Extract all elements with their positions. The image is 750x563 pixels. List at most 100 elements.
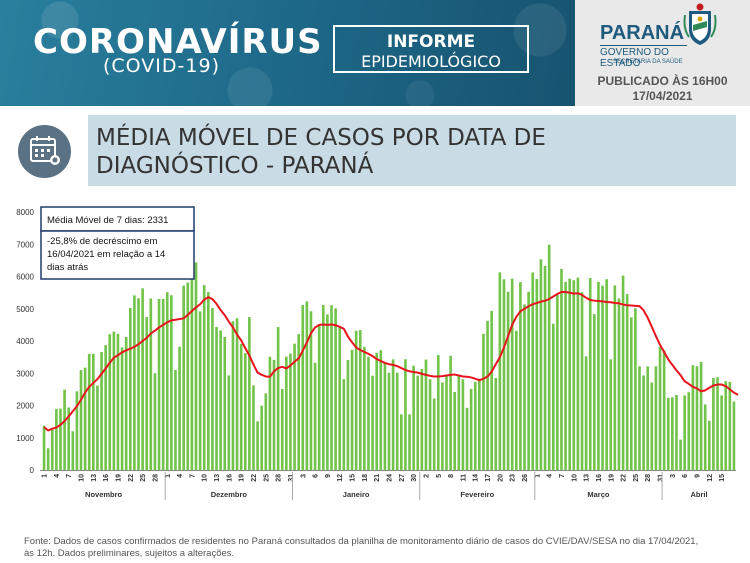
bar	[441, 382, 444, 470]
bar	[260, 405, 264, 470]
x-tick-label: 7	[189, 474, 196, 478]
informe-line1: INFORME	[386, 32, 476, 52]
bar	[490, 310, 493, 470]
bar	[231, 321, 235, 470]
bar	[379, 350, 383, 470]
bar	[699, 361, 703, 470]
bar	[547, 244, 551, 470]
bar	[141, 288, 144, 470]
bar	[297, 334, 300, 470]
brand-subtitle: (COVID-19)	[103, 55, 220, 77]
bar	[400, 414, 403, 470]
bar	[223, 336, 227, 470]
bar	[198, 311, 202, 470]
bar	[190, 262, 194, 470]
bar	[629, 317, 633, 470]
bar	[662, 350, 666, 470]
bar	[617, 298, 621, 470]
x-tick-label: 1	[534, 474, 541, 478]
x-tick-label: 24	[387, 474, 394, 482]
x-tick-label: 15	[719, 474, 726, 482]
bar	[243, 353, 247, 470]
bar	[564, 281, 567, 470]
bar	[71, 431, 75, 470]
bar	[478, 378, 481, 470]
x-tick-label: 12	[337, 474, 344, 482]
bar	[408, 414, 411, 470]
virus-background-pattern	[0, 0, 575, 106]
bar	[350, 349, 354, 470]
bar	[293, 343, 296, 470]
bar	[420, 368, 424, 470]
x-axis: 1 4 7 10 13 16 19 22 25 28 1 4 7 10 13 16 19 22 25 28 31 3 6 9 1…	[40, 470, 736, 500]
bar	[539, 259, 543, 470]
bar	[687, 392, 691, 470]
y-axis: 0 1000 2000 3000 4000 5000 6000 7000 8000	[16, 208, 34, 475]
bar	[535, 278, 539, 470]
x-tick-label: 11	[460, 474, 467, 482]
y-tick-label: 5000	[16, 305, 34, 314]
bar	[276, 327, 280, 470]
bar	[469, 388, 473, 470]
x-tick-label: 15	[350, 474, 357, 482]
informe-badge: INFORME EPIDEMIOLÓGICO	[333, 25, 529, 73]
section-title-line1: MÉDIA MÓVEL DE CASOS POR DATA DE	[96, 125, 546, 151]
bar	[55, 408, 58, 470]
month-label: Janeiro	[343, 490, 370, 499]
x-tick-label: 5	[436, 474, 443, 478]
x-tick-label: 28	[152, 474, 159, 482]
government-label: GOVERNO DO ESTADO	[600, 45, 687, 69]
x-tick-label: 23	[510, 474, 517, 482]
x-tick-label: 30	[411, 474, 418, 482]
bar	[675, 394, 678, 470]
bar	[149, 298, 153, 470]
bar	[120, 347, 124, 470]
bar	[309, 311, 313, 470]
bar	[108, 334, 112, 470]
bar	[597, 281, 600, 470]
bar	[638, 366, 641, 470]
x-tick-label: 25	[263, 474, 270, 482]
bar	[510, 278, 514, 470]
bar	[321, 304, 325, 470]
bar	[543, 265, 547, 470]
bar	[211, 308, 214, 470]
bar	[285, 356, 288, 470]
bar	[445, 375, 448, 470]
bar	[165, 292, 169, 470]
bar	[170, 295, 173, 470]
bar	[428, 379, 432, 470]
bar	[658, 347, 662, 470]
bar	[576, 277, 580, 470]
x-tick-label: 1	[165, 474, 172, 478]
bar	[391, 359, 395, 470]
bar	[280, 388, 284, 470]
bar	[137, 298, 140, 470]
bar	[161, 298, 165, 470]
x-tick-label: 8	[448, 474, 455, 478]
bar	[46, 448, 50, 470]
bar	[732, 401, 736, 470]
month-label: Abril	[690, 490, 707, 499]
x-tick-label: 18	[362, 474, 369, 482]
x-tick-label: 12	[707, 474, 714, 482]
y-tick-label: 0	[30, 466, 35, 475]
bar	[465, 407, 469, 470]
bar	[720, 395, 723, 470]
bar	[383, 362, 387, 470]
bar	[174, 369, 177, 470]
secretariat-label: SECRETARIA DA SAÚDE	[613, 59, 683, 65]
bar	[683, 395, 686, 470]
bar	[248, 316, 251, 470]
bar	[100, 352, 103, 470]
bar	[375, 352, 378, 470]
bar	[268, 356, 272, 470]
bar	[523, 304, 526, 470]
bar	[354, 330, 358, 470]
bar	[317, 324, 321, 470]
bar	[613, 285, 617, 470]
bar	[502, 279, 506, 470]
bar	[75, 391, 79, 470]
bar	[301, 304, 305, 470]
x-tick-label: 13	[214, 474, 221, 482]
